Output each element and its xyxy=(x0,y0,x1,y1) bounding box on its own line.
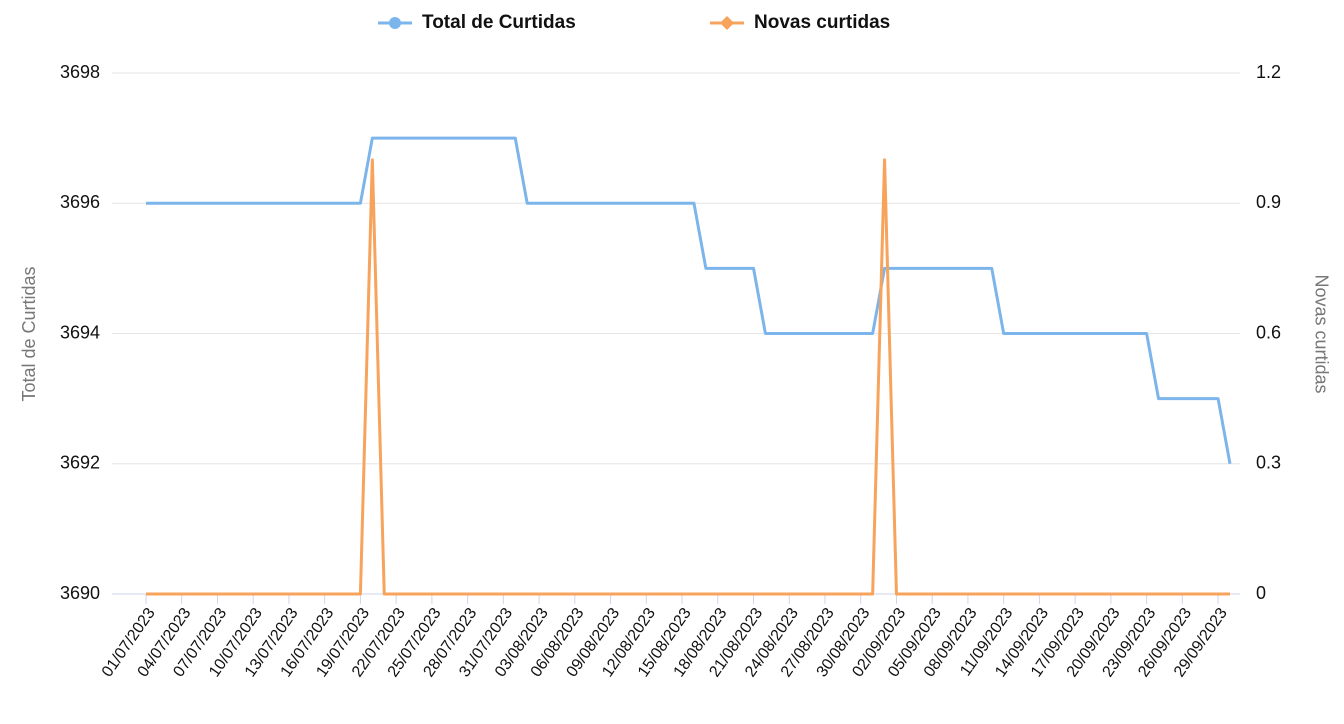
y2-tick-label: 0.9 xyxy=(1256,192,1281,212)
y2-axis-title: Novas curtidas xyxy=(1311,274,1331,393)
y2-tick-label: 0.6 xyxy=(1256,322,1281,342)
y2-tick-label: 1.2 xyxy=(1256,62,1281,82)
y2-tick-label: 0 xyxy=(1256,583,1266,603)
line-series xyxy=(146,136,1232,465)
legend-marker xyxy=(389,17,401,29)
line-series xyxy=(146,158,1230,596)
y-tick-label: 3694 xyxy=(60,322,100,342)
y-tick-label: 3690 xyxy=(60,583,100,603)
y-axis-title: Total de Curtidas xyxy=(19,266,39,401)
legend-label: Total de Curtidas xyxy=(422,12,576,33)
y-tick-label: 3698 xyxy=(60,62,100,82)
y-tick-label: 3696 xyxy=(60,192,100,212)
y2-tick-label: 0.3 xyxy=(1256,453,1281,473)
legend-marker xyxy=(720,16,734,30)
legend-label: Novas curtidas xyxy=(754,12,890,33)
y-tick-label: 3692 xyxy=(60,453,100,473)
